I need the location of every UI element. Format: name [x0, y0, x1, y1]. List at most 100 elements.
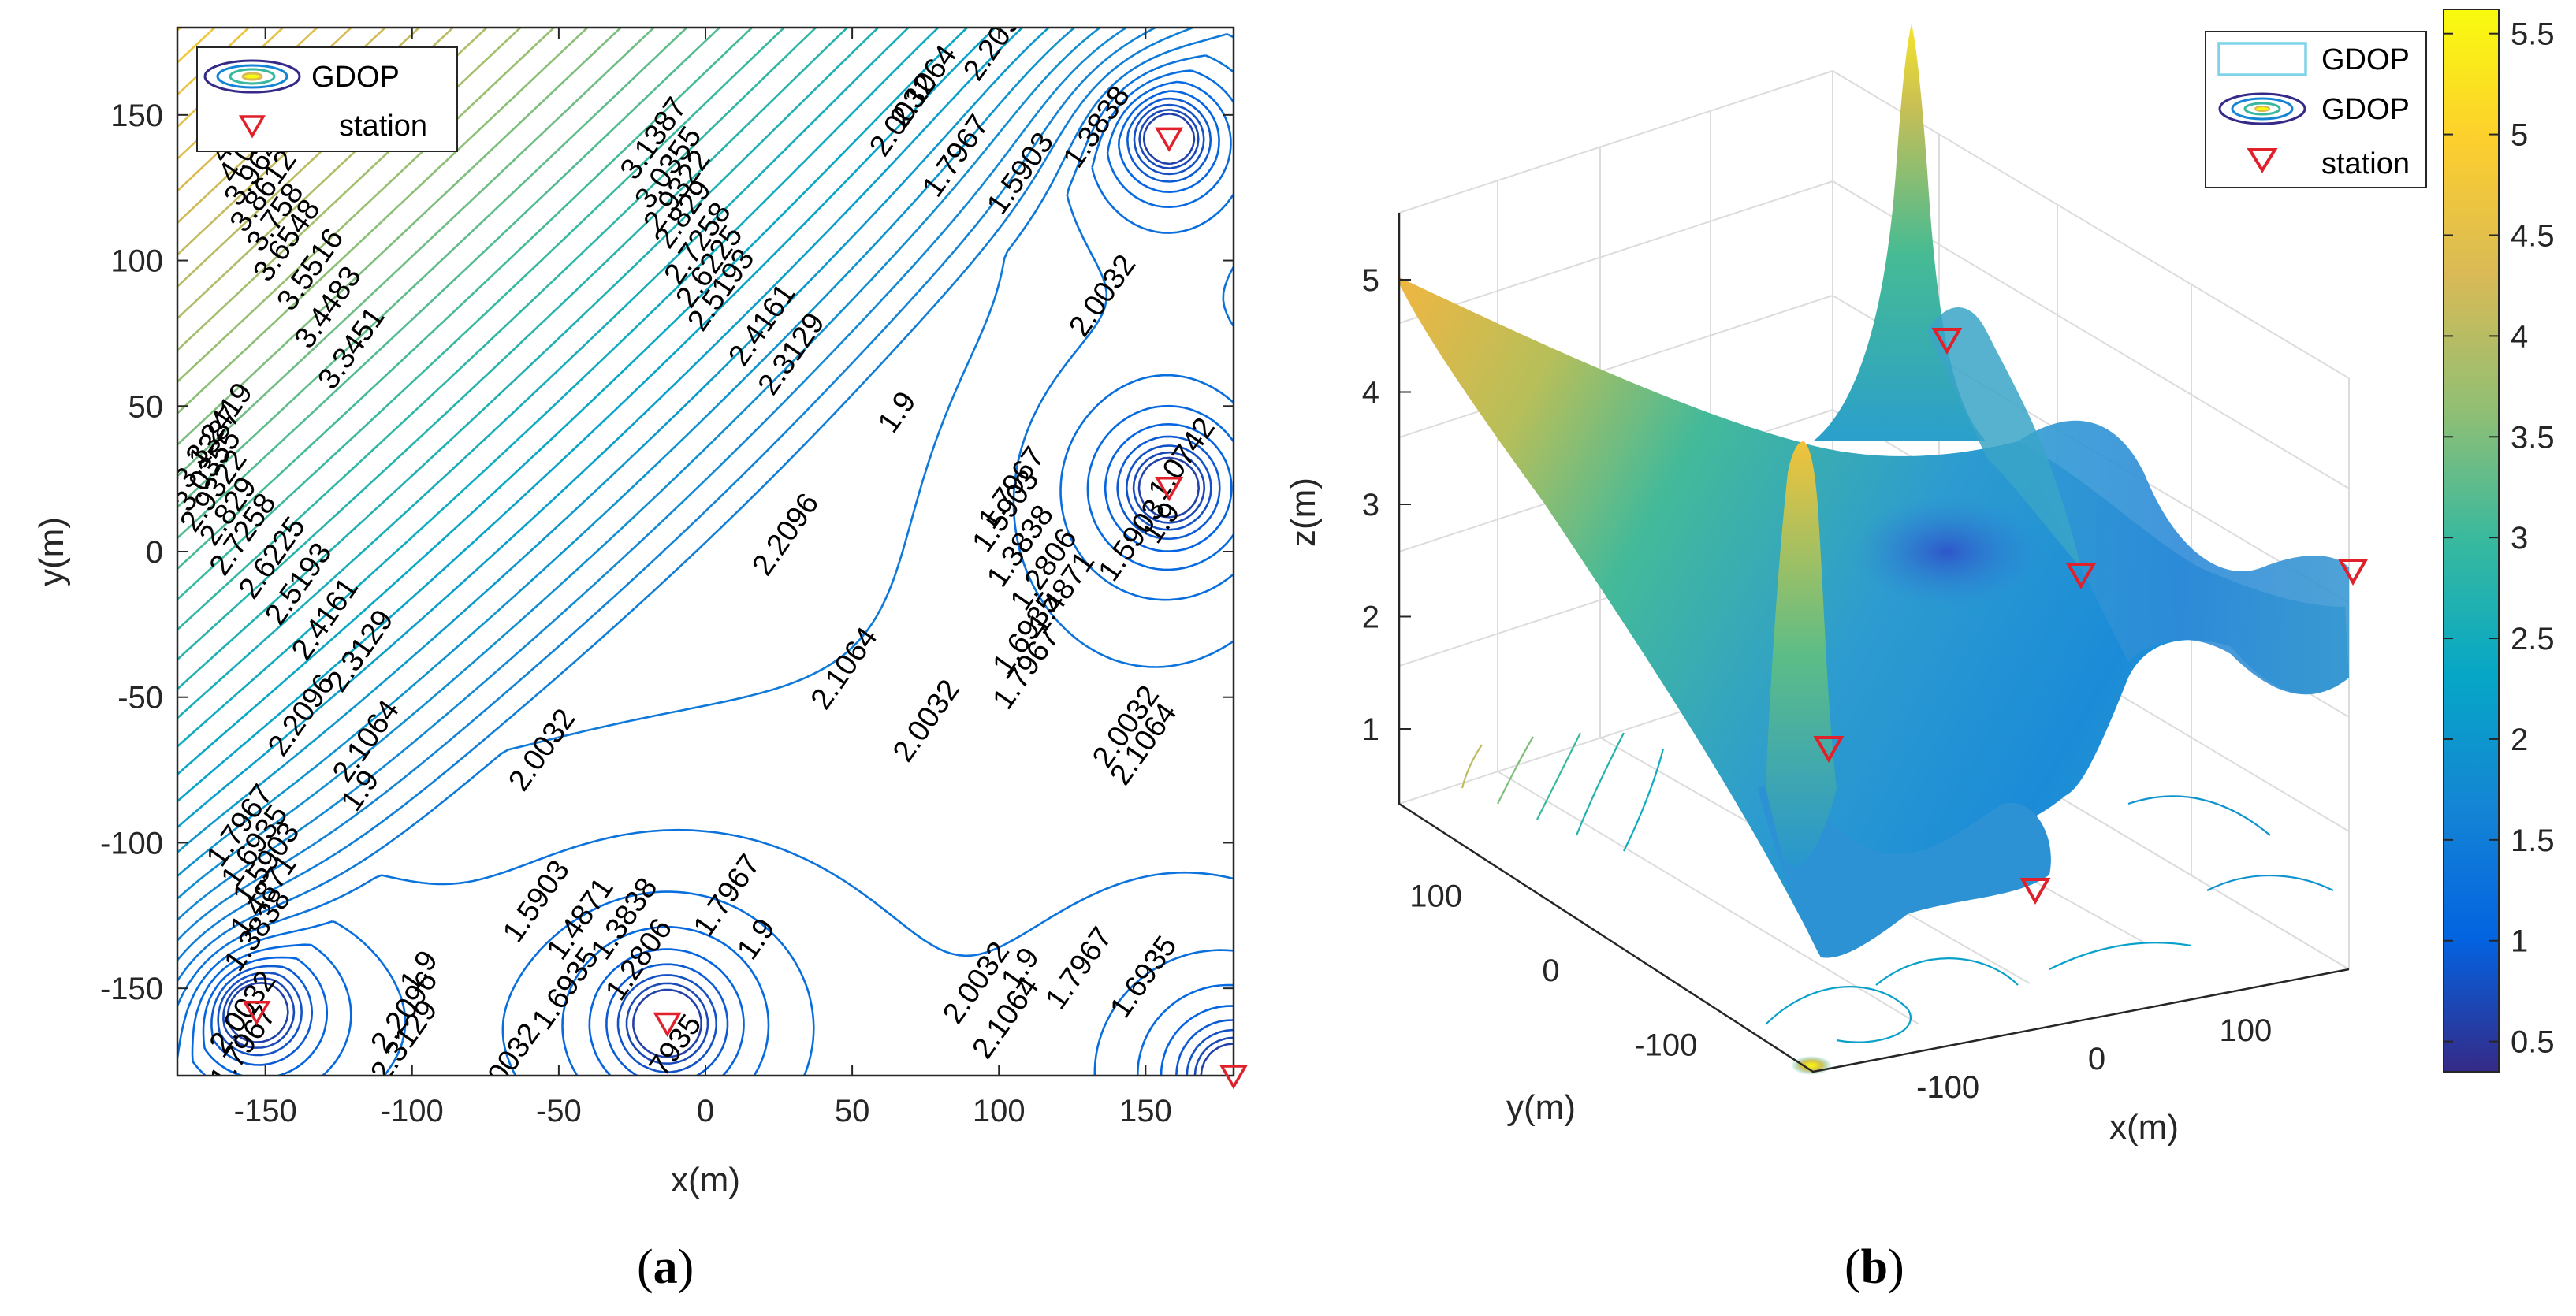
- station-marker-b: [1931, 328, 1963, 355]
- station-marker-a: [1155, 127, 1184, 152]
- contour-level: [177, 28, 1075, 877]
- contour-level: [226, 113, 1234, 1076]
- x-tick-label-a: 0: [697, 1094, 714, 1128]
- contour-level: [177, 28, 688, 508]
- surface-valley: [1852, 496, 2042, 607]
- station-marker-b: [2337, 559, 2369, 586]
- x-tick-label-a: -100: [381, 1094, 444, 1128]
- legend-surface-icon: [2217, 42, 2307, 76]
- surface-peak-front: [1766, 441, 1837, 867]
- colorbar-tick-label: 1.5: [2511, 823, 2555, 858]
- surface-ridge: [1927, 307, 2081, 567]
- station-marker-a: [653, 1012, 682, 1038]
- floor-contours: [1461, 732, 2334, 1043]
- contour-level: [177, 28, 785, 600]
- colorbar-tick-label: 3.5: [2511, 420, 2555, 455]
- contour-level: [217, 103, 1234, 1076]
- x-tick-label-b: 100: [2220, 1013, 2273, 1048]
- colorbar-tick-label: 4.5: [2511, 218, 2555, 253]
- y-tick-label-a: -100: [100, 826, 163, 861]
- contour-level: [177, 28, 1194, 961]
- contour-level: [177, 69, 1234, 1076]
- legend-label-station-a: station: [339, 110, 427, 143]
- contour-level: [177, 28, 940, 748]
- caption-b: (b): [1845, 1240, 1904, 1294]
- surface-right-sheet: [2018, 420, 2349, 695]
- floor-contour: [2127, 795, 2271, 836]
- x-axis-label-a: x(m): [671, 1161, 740, 1199]
- contour-level: [177, 28, 753, 570]
- legend-contour-icon: [203, 59, 301, 94]
- x-tick-label-a: 50: [835, 1094, 870, 1128]
- y-tick-label-b: -100: [1634, 1028, 1697, 1062]
- legend-station-icon-b: [2247, 148, 2278, 173]
- contour-level: [177, 28, 879, 690]
- surface-panel: 1 2 3 4 5 -100 0 100 -100 0 100 z(m) y(m) x(m) GDO…: [1284, 9, 2555, 1294]
- x-tick-label-a: -50: [536, 1094, 582, 1128]
- y-axis-label-b: y(m): [1506, 1088, 1576, 1127]
- floor-contour: [1461, 744, 1483, 789]
- axes-3d-front: [1398, 213, 2350, 1073]
- y-tick-label-b: 100: [1409, 879, 1462, 914]
- ticks-b: 1 2 3 4 5 -100 0 100 -100 0 100: [1362, 263, 2273, 1105]
- y-tick-label-a: -50: [117, 681, 163, 716]
- floor-contour: [1623, 748, 1665, 852]
- z-tick-label-b: 3: [1362, 488, 1379, 522]
- colorbar-tick-label: 2: [2511, 723, 2528, 757]
- colorbar-tick-label: 1: [2511, 924, 2528, 959]
- contour-level: [177, 28, 1101, 900]
- colorbar-tick-label: 4: [2511, 319, 2528, 354]
- contour-level: [222, 108, 1234, 1076]
- floor-contour: [2206, 875, 2334, 891]
- plot-area-a: [177, 28, 1234, 1076]
- colorbar-tick-label: 0.5: [2511, 1025, 2555, 1060]
- legend-a: GDOP station: [196, 46, 458, 152]
- floor-contour: [1536, 732, 1581, 820]
- stations-b: [1813, 328, 2369, 905]
- contour-level: [177, 28, 1127, 921]
- contour-level: [202, 90, 1234, 1076]
- colorbar-tick-label: 5: [2511, 118, 2528, 153]
- z-tick-label-b: 1: [1362, 712, 1379, 747]
- contour-level: [191, 80, 1234, 1076]
- x-tick-label-a: 150: [1119, 1094, 1172, 1128]
- station-marker-b: [2065, 563, 2097, 590]
- legend-contour-icon-b: [2218, 92, 2306, 125]
- contour-level: [177, 28, 968, 775]
- station-marker-a: [242, 1000, 271, 1026]
- z-tick-label-b: 2: [1362, 600, 1379, 635]
- station-marker-a: [1219, 1065, 1249, 1090]
- legend-b: GDOP GDOP station: [2205, 31, 2427, 188]
- surface-hotspot: [1791, 1056, 1832, 1075]
- contour-level: [177, 28, 910, 719]
- y-tick-label-b: 0: [1542, 954, 1559, 988]
- contour-level: [177, 28, 1156, 942]
- z-tick-label-b: 4: [1362, 376, 1379, 411]
- x-tick-label-a: 100: [973, 1094, 1026, 1128]
- y-tick-label-a: 100: [110, 244, 163, 279]
- z-tick-label-b: 5: [1362, 263, 1379, 298]
- x-tick-label-b: -100: [1916, 1070, 1979, 1105]
- contour-level: [177, 28, 1023, 828]
- floor-contour: [1765, 986, 1912, 1043]
- colorbar-strip: [2443, 9, 2500, 1073]
- surface-front-bump: [1758, 785, 2051, 958]
- colorbar-tick-label: 3: [2511, 521, 2528, 556]
- contour-lines: [177, 28, 1234, 1076]
- colorbar-tick-label: 2.5: [2511, 622, 2555, 656]
- contour-level: [210, 97, 1234, 1076]
- contour-level: [177, 28, 622, 446]
- station-marker-a: [1155, 476, 1184, 502]
- contour-level: [177, 28, 996, 802]
- x-tick-label-a: -150: [234, 1094, 297, 1128]
- x-tick-label-b: 0: [2088, 1042, 2105, 1076]
- y-axis-label-a: y(m): [32, 517, 71, 586]
- legend-label-contour: GDOP: [2321, 93, 2410, 126]
- x-axis-label-b: x(m): [2109, 1108, 2179, 1147]
- y-tick-label-a: 0: [146, 535, 163, 570]
- floor-contour: [1497, 736, 1534, 805]
- floor-contour: [2049, 942, 2192, 970]
